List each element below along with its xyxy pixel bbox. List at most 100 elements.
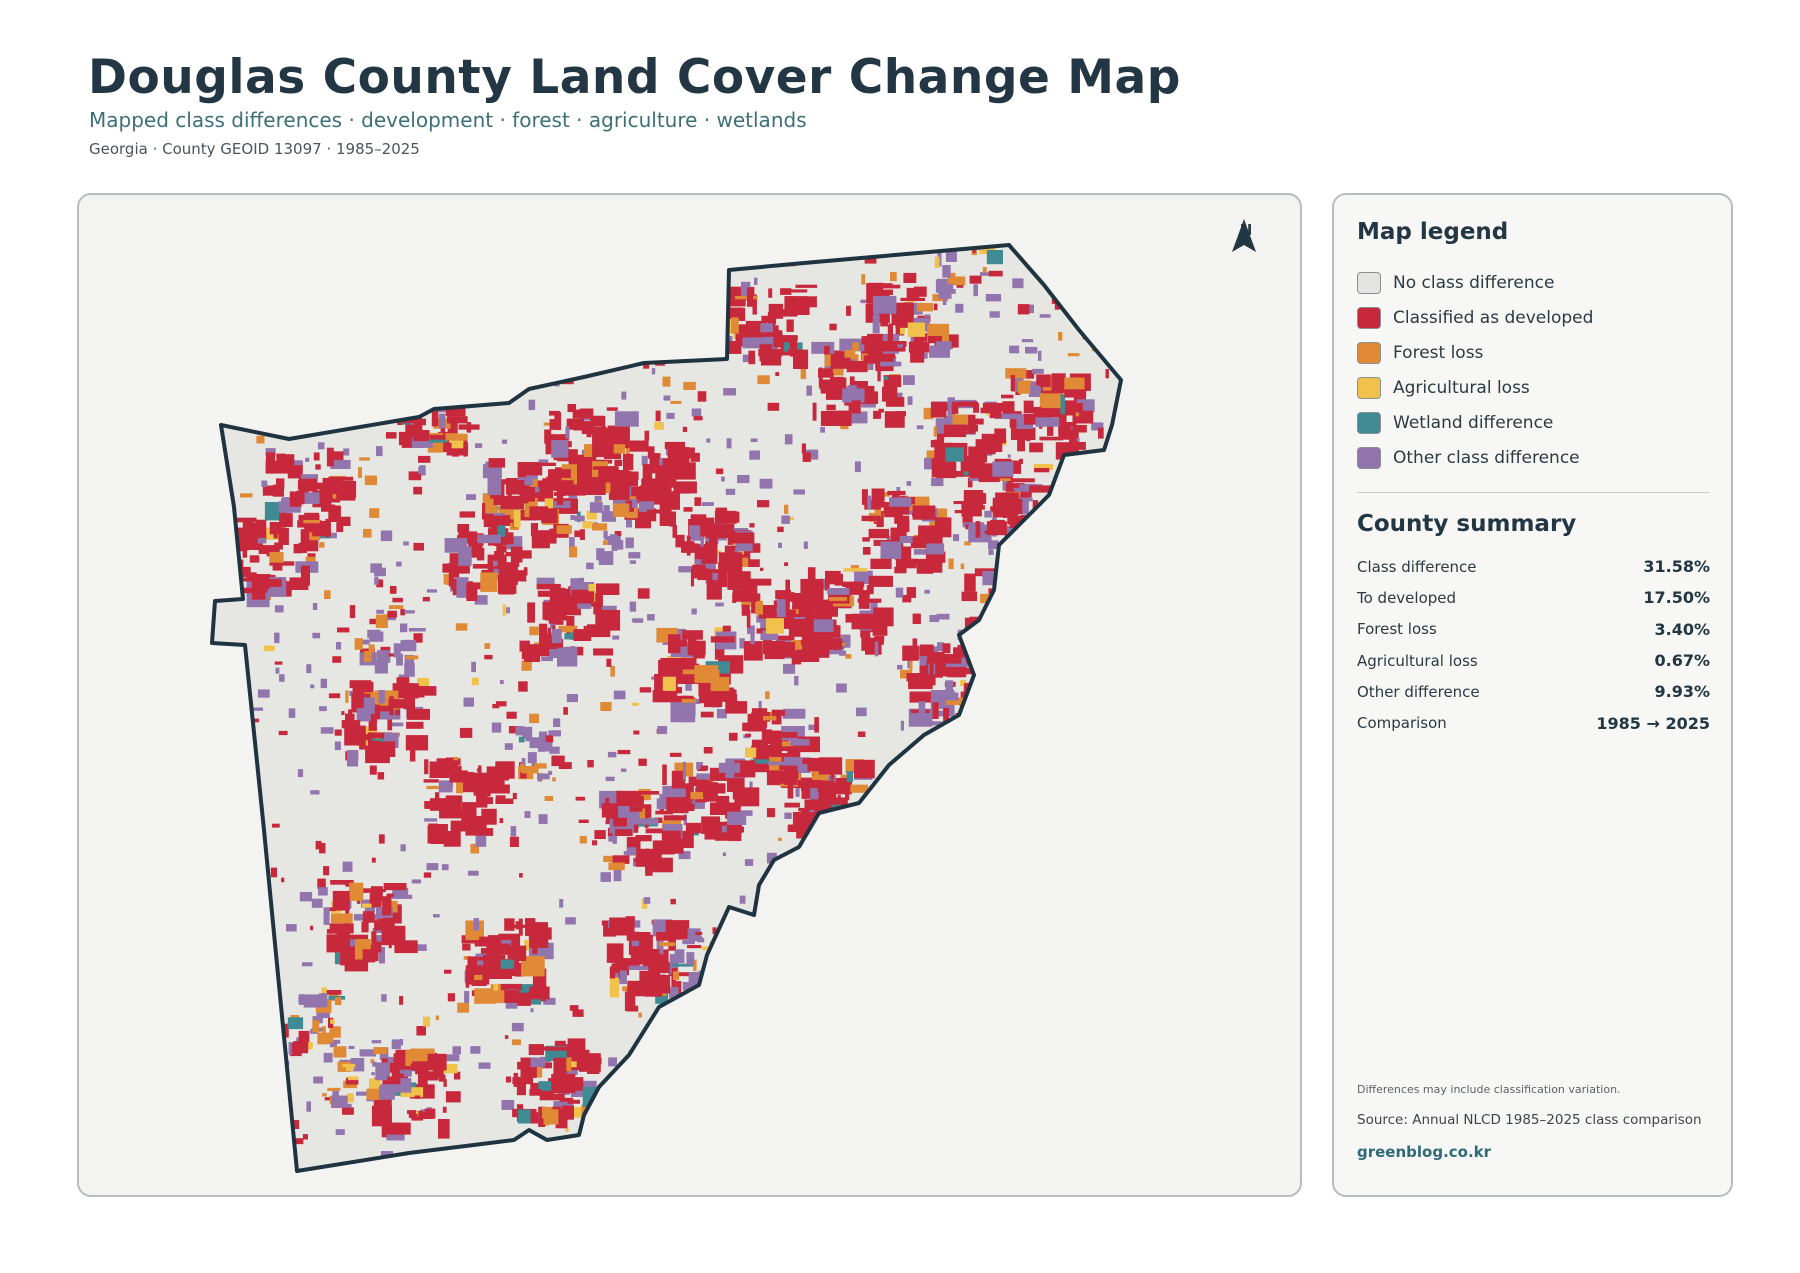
change-patch [898,1062,906,1072]
change-patch [621,391,627,400]
change-patch [916,425,924,430]
change-patch [1030,602,1038,612]
change-patch [442,1106,447,1113]
change-patch [594,495,602,503]
change-patch [1023,712,1036,720]
change-patch [784,434,793,445]
change-patch [626,847,637,856]
change-patch [234,341,244,348]
change-patch [413,633,423,643]
change-patch [330,459,351,469]
change-patch [840,642,846,646]
change-patch [1026,677,1034,686]
change-patch [538,1081,552,1091]
change-patch [635,818,659,825]
change-patch [527,337,536,346]
site-link[interactable]: greenblog.co.kr [1357,1143,1492,1161]
change-patch [846,361,868,373]
change-patch [836,974,848,981]
change-patch [781,515,790,524]
change-patch [776,880,782,891]
change-patch [549,532,557,544]
change-patch [574,515,585,522]
change-patch [495,798,514,804]
change-patch [469,539,478,558]
change-patch [424,1108,436,1119]
change-patch [601,436,619,442]
change-patch [934,256,940,268]
change-patch [261,480,268,487]
change-patch [634,1065,644,1072]
map-panel[interactable]: N [77,193,1302,1197]
change-patch [328,693,341,699]
change-patch [459,727,473,738]
change-patch [838,1058,845,1062]
change-patch [316,360,324,370]
change-patch [662,376,671,387]
summary-label: Other difference [1357,682,1480,701]
change-patch [249,1013,260,1023]
change-patch [368,644,375,654]
change-patch [336,522,344,533]
change-patch [923,933,934,944]
change-patch [381,1119,390,1138]
change-patch [919,658,927,666]
change-patch [438,780,453,793]
change-patch [887,948,898,953]
change-patch [367,629,381,638]
legend-swatch [1357,341,1381,364]
change-patch [310,925,314,931]
change-patch [858,876,864,888]
change-patch [882,386,898,402]
change-patch [1039,314,1051,318]
change-patch [994,615,1011,620]
change-patch [725,488,736,495]
change-patch [617,749,631,755]
change-patch [895,558,917,569]
change-patch [717,944,726,951]
change-patch [890,272,897,282]
change-patch [611,543,618,551]
change-patch [1017,557,1030,564]
change-patch [479,310,488,319]
change-patch [644,326,649,333]
change-patch [499,818,504,824]
change-patch [988,641,993,648]
summary-value: 9.93% [1654,682,1710,702]
change-patch [1039,436,1064,441]
change-patch [257,689,270,698]
change-patch [916,908,928,918]
change-patch [369,1078,381,1093]
change-patch [471,677,479,686]
change-patch [312,603,318,610]
change-patch [811,936,825,946]
change-patch [330,1019,335,1024]
change-patch [401,367,420,388]
change-patch [625,537,634,549]
change-patch [836,683,847,693]
change-patch [1055,876,1063,883]
change-patch [855,803,870,819]
change-patch [527,991,536,996]
change-patch [541,508,558,524]
change-patch [1082,1096,1093,1103]
change-patch [368,713,377,731]
change-patch [455,623,468,631]
county-map[interactable] [79,195,1302,1197]
change-patch [700,536,704,547]
change-patch [667,1118,680,1127]
change-patch [248,796,257,802]
change-patch [279,674,285,682]
change-patch [417,372,435,387]
change-patch [330,880,354,885]
change-patch [982,612,1002,628]
change-patch [312,1016,323,1024]
change-patch [826,986,831,995]
change-patch [1036,374,1051,388]
change-patch [781,1067,794,1078]
change-patch [1021,719,1027,725]
change-patch [400,623,408,633]
page-title: Douglas County Land Cover Change Map [88,50,1181,105]
change-patch [278,527,289,545]
change-patch [729,1076,740,1086]
